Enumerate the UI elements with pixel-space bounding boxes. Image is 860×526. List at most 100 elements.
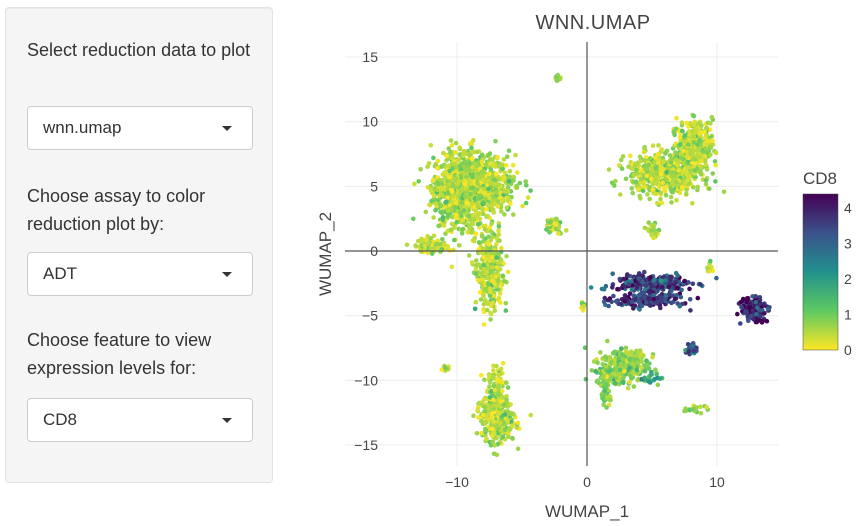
- scatter-point: [624, 296, 630, 302]
- scatter-point: [470, 213, 476, 218]
- scatter-point: [487, 384, 492, 389]
- scatter-point: [473, 299, 479, 305]
- scatter-point: [658, 172, 664, 177]
- scatter-point: [649, 176, 654, 182]
- scatter-point: [650, 284, 656, 289]
- scatter-point: [642, 225, 648, 231]
- scatter-point: [620, 352, 625, 358]
- scatter-point: [496, 232, 502, 237]
- scatter-point: [637, 154, 643, 159]
- scatter-point: [644, 358, 649, 364]
- scatter-point: [510, 162, 516, 168]
- scatter-point: [440, 172, 446, 177]
- scatter-point: [478, 188, 484, 194]
- reduction-select[interactable]: wnn.umap: [27, 106, 253, 150]
- scatter-point: [628, 165, 634, 171]
- scatter-point: [488, 289, 493, 295]
- scatter-point: [496, 224, 502, 229]
- scatter-point: [663, 296, 668, 302]
- scatter-point: [700, 147, 705, 153]
- scatter-point: [504, 380, 509, 386]
- scatter-point: [698, 404, 703, 410]
- scatter-point: [477, 193, 483, 198]
- scatter-point: [498, 399, 504, 404]
- scatter-point: [710, 171, 716, 176]
- scatter-point: [643, 283, 649, 288]
- scatter-point: [639, 303, 645, 309]
- scatter-point: [495, 204, 501, 209]
- scatter-point: [461, 208, 467, 213]
- scatter-point: [605, 297, 611, 303]
- scatter-point: [501, 402, 507, 408]
- sidebar-panel: Select reduction data to plot wnn.umap C…: [5, 7, 273, 483]
- scatter-point: [496, 372, 501, 378]
- scatter-point: [449, 143, 455, 148]
- scatter-point: [479, 205, 485, 210]
- scatter-point: [690, 406, 696, 412]
- scatter-point: [699, 130, 704, 135]
- scatter-point: [649, 372, 654, 377]
- scatter-point: [658, 196, 663, 202]
- scatter-point: [490, 163, 496, 168]
- scatter-point: [490, 415, 495, 420]
- scatter-point: [682, 133, 687, 138]
- scatter-point: [601, 287, 607, 292]
- y-tick-label: −15: [354, 437, 378, 453]
- scatter-point: [501, 261, 506, 266]
- scatter-point: [601, 402, 606, 408]
- scatter-point: [738, 321, 743, 326]
- scatter-point: [439, 192, 445, 197]
- scatter-point: [505, 418, 510, 424]
- scatter-point: [431, 215, 436, 220]
- scatter-point: [500, 360, 506, 366]
- scatter-point: [547, 220, 553, 225]
- scatter-point: [506, 434, 511, 440]
- scatter-point: [479, 418, 484, 424]
- scatter-point: [659, 200, 665, 206]
- scatter-point: [668, 186, 673, 192]
- scatter-point: [481, 190, 487, 195]
- scatter-point: [457, 243, 462, 248]
- colorbar-title: CD8: [803, 169, 837, 188]
- scatter-point: [691, 113, 697, 119]
- scatter-point: [633, 179, 639, 185]
- scatter-point: [498, 257, 504, 263]
- scatter-point: [591, 359, 597, 364]
- assay-select[interactable]: ADT: [27, 252, 253, 296]
- scatter-point: [425, 234, 430, 239]
- scatter-point: [480, 399, 485, 405]
- scatter-point: [493, 138, 498, 144]
- scatter-point: [653, 191, 659, 197]
- scatter-point: [483, 223, 488, 229]
- scatter-point: [623, 176, 629, 182]
- scatter-point: [638, 176, 644, 182]
- scatter-point: [494, 452, 500, 458]
- scatter-point: [745, 296, 751, 301]
- feature-select[interactable]: CD8: [27, 398, 253, 442]
- scatter-point: [602, 295, 608, 301]
- x-tick-label: 10: [709, 474, 725, 490]
- scatter-point: [652, 159, 657, 165]
- scatter-point: [605, 338, 610, 344]
- scatter-point: [645, 163, 651, 168]
- scatter-point: [650, 225, 656, 230]
- scatter-point: [634, 284, 639, 289]
- scatter-point: [474, 149, 480, 155]
- scatter-point: [490, 439, 496, 444]
- scatter-point: [484, 269, 490, 275]
- scatter-point: [494, 255, 499, 260]
- scatter-point: [449, 221, 455, 227]
- scatter-point: [435, 165, 440, 171]
- scatter-point: [490, 157, 495, 163]
- reduction-label: Select reduction data to plot: [27, 40, 251, 60]
- scatter-point: [554, 78, 560, 83]
- scatter-point: [646, 220, 651, 225]
- scatter-point: [678, 142, 683, 147]
- scatter-point: [686, 349, 692, 354]
- scatter-point: [581, 303, 587, 309]
- scatter-point: [755, 305, 760, 310]
- scatter-point: [691, 348, 696, 354]
- scatter-point: [431, 155, 436, 161]
- scatter-point: [685, 177, 690, 183]
